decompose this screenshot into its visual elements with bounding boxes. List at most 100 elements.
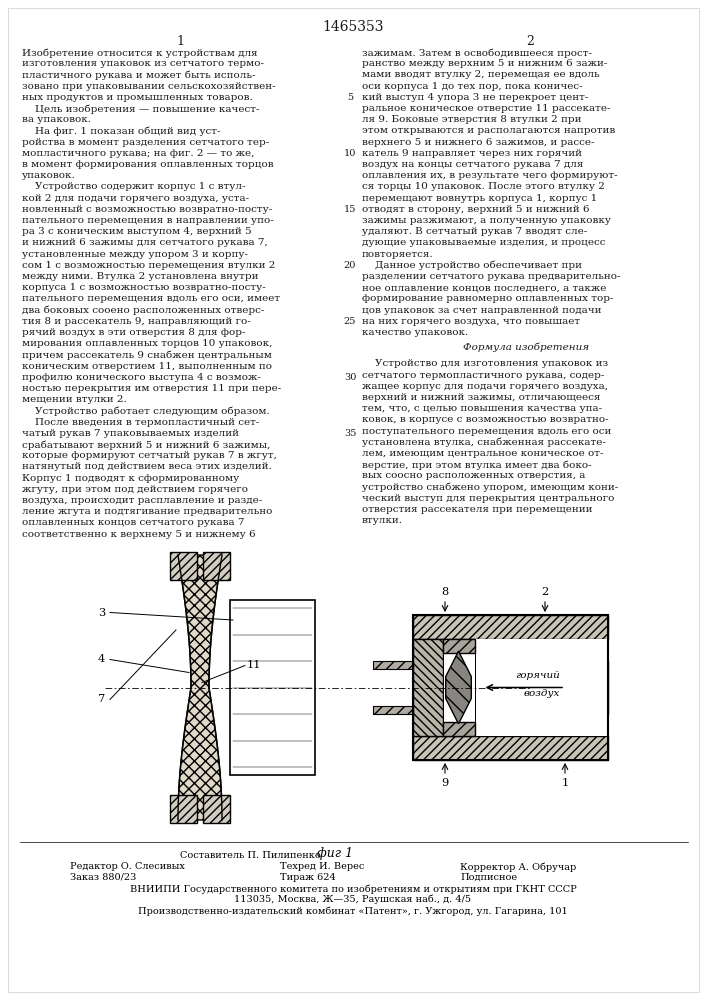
- Bar: [203, 552, 230, 580]
- Text: Корпус 1 подводят к сформированному: Корпус 1 подводят к сформированному: [22, 474, 239, 483]
- Text: ральное коническое отверстие 11 рассекате-: ральное коническое отверстие 11 рассекат…: [362, 104, 611, 113]
- Bar: [203, 795, 230, 823]
- Text: поступательного перемещения вдоль его оси: поступательного перемещения вдоль его ос…: [362, 427, 612, 436]
- Text: упаковок.: упаковок.: [22, 171, 76, 180]
- Text: Устройство работает следующим образом.: Устройство работает следующим образом.: [22, 406, 270, 416]
- Text: оплавленных концов сетчатого рукава 7: оплавленных концов сетчатого рукава 7: [22, 518, 245, 527]
- Text: 35: 35: [344, 429, 356, 438]
- Text: ройства в момент разделения сетчатого тер-: ройства в момент разделения сетчатого те…: [22, 138, 269, 147]
- Text: коническим отверстием 11, выполненным по: коническим отверстием 11, выполненным по: [22, 362, 272, 371]
- Text: 2: 2: [542, 587, 549, 597]
- Text: 15: 15: [344, 205, 356, 214]
- Text: 20: 20: [344, 261, 356, 270]
- Bar: [373, 706, 412, 714]
- Text: причем рассекатель 9 снабжен центральным: причем рассекатель 9 снабжен центральным: [22, 350, 272, 360]
- Text: 2: 2: [526, 35, 534, 48]
- Text: ных продуктов и промышленных товаров.: ных продуктов и промышленных товаров.: [22, 93, 252, 102]
- Text: и нижний 6 зажимы для сетчатого рукава 7,: и нижний 6 зажимы для сетчатого рукава 7…: [22, 238, 268, 247]
- Bar: [170, 795, 197, 823]
- Text: тем, что, с целью повышения качества упа-: тем, что, с целью повышения качества упа…: [362, 404, 602, 413]
- Text: профилю конического выступа 4 с возмож-: профилю конического выступа 4 с возмож-: [22, 373, 261, 382]
- Text: 3: 3: [98, 607, 105, 617]
- Text: тия 8 и рассекатель 9, направляющий го-: тия 8 и рассекатель 9, направляющий го-: [22, 317, 251, 326]
- Text: изготовления упаковок из сетчатого термо-: изготовления упаковок из сетчатого термо…: [22, 59, 264, 68]
- Text: ся торцы 10 упаковок. После этого втулку 2: ся торцы 10 упаковок. После этого втулку…: [362, 182, 605, 191]
- Text: новленный с возможностью возвратно-посту-: новленный с возможностью возвратно-посту…: [22, 205, 272, 214]
- Polygon shape: [445, 651, 472, 724]
- Text: 11: 11: [247, 660, 262, 670]
- Bar: [373, 661, 412, 669]
- Text: верхний и нижний зажимы, отличающееся: верхний и нижний зажимы, отличающееся: [362, 393, 600, 402]
- Bar: [412, 615, 607, 639]
- Text: разделении сетчатого рукава предварительно-: разделении сетчатого рукава предваритель…: [362, 272, 621, 281]
- Text: 30: 30: [344, 373, 356, 382]
- Bar: [443, 639, 607, 736]
- Text: формирование равномерно оплавленных тор-: формирование равномерно оплавленных тор-: [362, 294, 614, 303]
- Text: Данное устройство обеспечивает при: Данное устройство обеспечивает при: [362, 261, 582, 270]
- Text: корпуса 1 с возможностью возвратно-посту-: корпуса 1 с возможностью возвратно-посту…: [22, 283, 266, 292]
- Text: ностью перекрытия им отверстия 11 при пере-: ностью перекрытия им отверстия 11 при пе…: [22, 384, 281, 393]
- Text: оси корпуса 1 до тех пор, пока коничес-: оси корпуса 1 до тех пор, пока коничес-: [362, 82, 583, 91]
- Text: жгуту, при этом под действием горячего: жгуту, при этом под действием горячего: [22, 485, 248, 494]
- Text: оплавления их, в результате чего формируют-: оплавления их, в результате чего формиру…: [362, 171, 618, 180]
- Text: которые формируют сетчатый рукав 7 в жгут,: которые формируют сетчатый рукав 7 в жгу…: [22, 451, 277, 460]
- Text: 1: 1: [561, 778, 568, 788]
- Text: кой 2 для подачи горячего воздуха, уста-: кой 2 для подачи горячего воздуха, уста-: [22, 194, 249, 203]
- Text: Изобретение относится к устройствам для: Изобретение относится к устройствам для: [22, 48, 257, 57]
- Text: качество упаковок.: качество упаковок.: [362, 328, 468, 337]
- Text: воздух на концы сетчатого рукава 7 для: воздух на концы сетчатого рукава 7 для: [362, 160, 583, 169]
- Text: отверстия рассекателя при перемещении: отверстия рассекателя при перемещении: [362, 505, 592, 514]
- Text: Редактор О. Слесивых: Редактор О. Слесивых: [70, 862, 185, 871]
- Text: дующие упаковываемые изделия, и процесс: дующие упаковываемые изделия, и процесс: [362, 238, 605, 247]
- Text: 5: 5: [347, 93, 353, 102]
- Text: ВНИИПИ Государственного комитета по изобретениям и открытиям при ГКНТ СССР: ВНИИПИ Государственного комитета по изоб…: [129, 884, 576, 894]
- Text: ра 3 с коническим выступом 4, верхний 5: ра 3 с коническим выступом 4, верхний 5: [22, 227, 252, 236]
- Bar: [412, 736, 607, 760]
- Text: Производственно-издательский комбинат «Патент», г. Ужгород, ул. Гагарина, 101: Производственно-издательский комбинат «П…: [138, 906, 568, 916]
- Text: рячий воздух в эти отверстия 8 для фор-: рячий воздух в эти отверстия 8 для фор-: [22, 328, 245, 337]
- Text: ковок, в корпусе с возможностью возвратно-: ковок, в корпусе с возможностью возвратн…: [362, 415, 609, 424]
- Text: Корректор А. Обручар: Корректор А. Обручар: [460, 862, 576, 871]
- Text: мещении втулки 2.: мещении втулки 2.: [22, 395, 127, 404]
- Text: 10: 10: [344, 149, 356, 158]
- Text: 113035, Москва, Ж—35, Раушская наб., д. 4/5: 113035, Москва, Ж—35, Раушская наб., д. …: [235, 895, 472, 904]
- Polygon shape: [178, 555, 222, 820]
- Text: 1465353: 1465353: [322, 20, 384, 34]
- Text: два боковых сооено расположенных отверс-: два боковых сооено расположенных отверс-: [22, 306, 264, 315]
- Text: ческий выступ для перекрытия центрального: ческий выступ для перекрытия центральног…: [362, 494, 614, 503]
- Text: повторяется.: повторяется.: [362, 250, 433, 259]
- Text: 25: 25: [344, 317, 356, 326]
- Text: После введения в термопластичный сет-: После введения в термопластичный сет-: [22, 418, 259, 427]
- Text: устройство снабжено упором, имеющим кони-: устройство снабжено упором, имеющим кони…: [362, 483, 618, 492]
- Text: 4: 4: [98, 654, 105, 664]
- Text: жащее корпус для подачи горячего воздуха,: жащее корпус для подачи горячего воздуха…: [362, 382, 608, 391]
- Text: вых соосно расположенных отверстия, а: вых соосно расположенных отверстия, а: [362, 471, 585, 480]
- Text: мопластичного рукава; на фиг. 2 — то же,: мопластичного рукава; на фиг. 2 — то же,: [22, 149, 255, 158]
- Text: на них горячего воздуха, что повышает: на них горячего воздуха, что повышает: [362, 317, 580, 326]
- Text: пластичного рукава и может быть исполь-: пластичного рукава и может быть исполь-: [22, 70, 255, 80]
- Text: зовано при упаковывании сельскохозяйствен-: зовано при упаковывании сельскохозяйстве…: [22, 82, 276, 91]
- Text: ление жгута и подтягивание предварительно: ление жгута и подтягивание предварительн…: [22, 507, 272, 516]
- Text: мами вводят втулку 2, перемещая ее вдоль: мами вводят втулку 2, перемещая ее вдоль: [362, 70, 600, 79]
- Text: пательного перемещения в направлении упо-: пательного перемещения в направлении упо…: [22, 216, 274, 225]
- Text: чатый рукав 7 упаковываемых изделий: чатый рукав 7 упаковываемых изделий: [22, 429, 239, 438]
- Text: зажимы разжимают, а полученную упаковку: зажимы разжимают, а полученную упаковку: [362, 216, 611, 225]
- Text: удаляют. В сетчатый рукав 7 вводят сле-: удаляют. В сетчатый рукав 7 вводят сле-: [362, 227, 588, 236]
- Text: отводят в сторону, верхний 5 и нижний 6: отводят в сторону, верхний 5 и нижний 6: [362, 205, 590, 214]
- Text: мирования оплавленных торцов 10 упаковок,: мирования оплавленных торцов 10 упаковок…: [22, 339, 272, 348]
- Text: Подписное: Подписное: [460, 873, 517, 882]
- Text: пательного перемещения вдоль его оси, имеет: пательного перемещения вдоль его оси, им…: [22, 294, 280, 303]
- Text: ля 9. Боковые этверстия 8 втулки 2 при: ля 9. Боковые этверстия 8 втулки 2 при: [362, 115, 581, 124]
- Text: лем, имеющим центральное коническое от-: лем, имеющим центральное коническое от-: [362, 449, 604, 458]
- Text: верстие, при этом втулка имеет два боко-: верстие, при этом втулка имеет два боко-: [362, 460, 592, 470]
- Bar: [170, 552, 197, 580]
- Bar: [230, 600, 315, 775]
- Text: втулки.: втулки.: [362, 516, 403, 525]
- Text: воздух: воздух: [524, 688, 560, 698]
- Text: сом 1 с возможностью перемещения втулки 2: сом 1 с возможностью перемещения втулки …: [22, 261, 275, 270]
- Text: натянутый под действием веса этих изделий.: натянутый под действием веса этих издели…: [22, 462, 271, 471]
- Text: установленные между упором 3 и корпу-: установленные между упором 3 и корпу-: [22, 250, 248, 259]
- Text: сетчатого термопластичного рукава, содер-: сетчатого термопластичного рукава, содер…: [362, 371, 604, 380]
- Bar: [443, 639, 474, 653]
- Text: 9: 9: [441, 778, 449, 788]
